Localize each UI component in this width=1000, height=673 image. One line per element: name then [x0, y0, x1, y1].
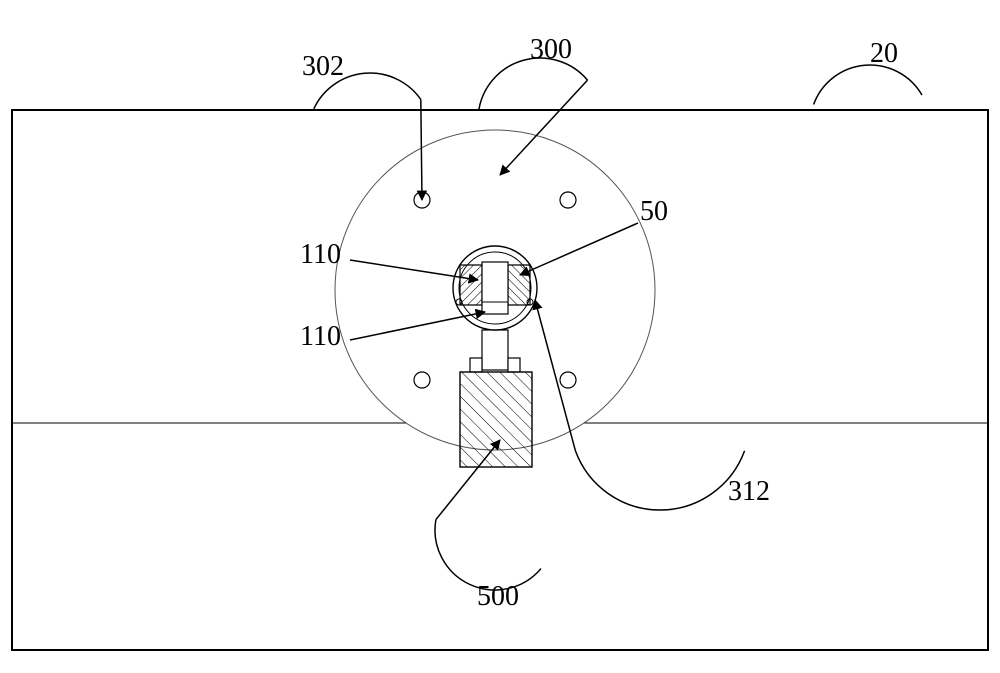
callout-label: 110: [300, 239, 341, 270]
leader-arc: [814, 65, 922, 104]
motor-body: [460, 372, 532, 467]
callout-label: 20: [870, 38, 898, 69]
callout-label: 312: [728, 476, 770, 507]
callout-label: 302: [302, 51, 344, 82]
hub-center: [482, 262, 508, 314]
motor-tab: [508, 358, 520, 372]
callout-label: 50: [640, 196, 668, 227]
motor-tab: [470, 358, 482, 372]
callout-label: 500: [477, 581, 519, 612]
leader-arc: [479, 58, 588, 109]
callout-label: 110: [300, 321, 341, 352]
leader-arc: [575, 451, 744, 510]
hub-wedge-right: [508, 265, 530, 305]
leader-arc: [435, 520, 541, 590]
hub-wedge-left: [460, 265, 482, 305]
motor-shaft: [482, 330, 508, 370]
callout-label: 300: [530, 34, 572, 65]
